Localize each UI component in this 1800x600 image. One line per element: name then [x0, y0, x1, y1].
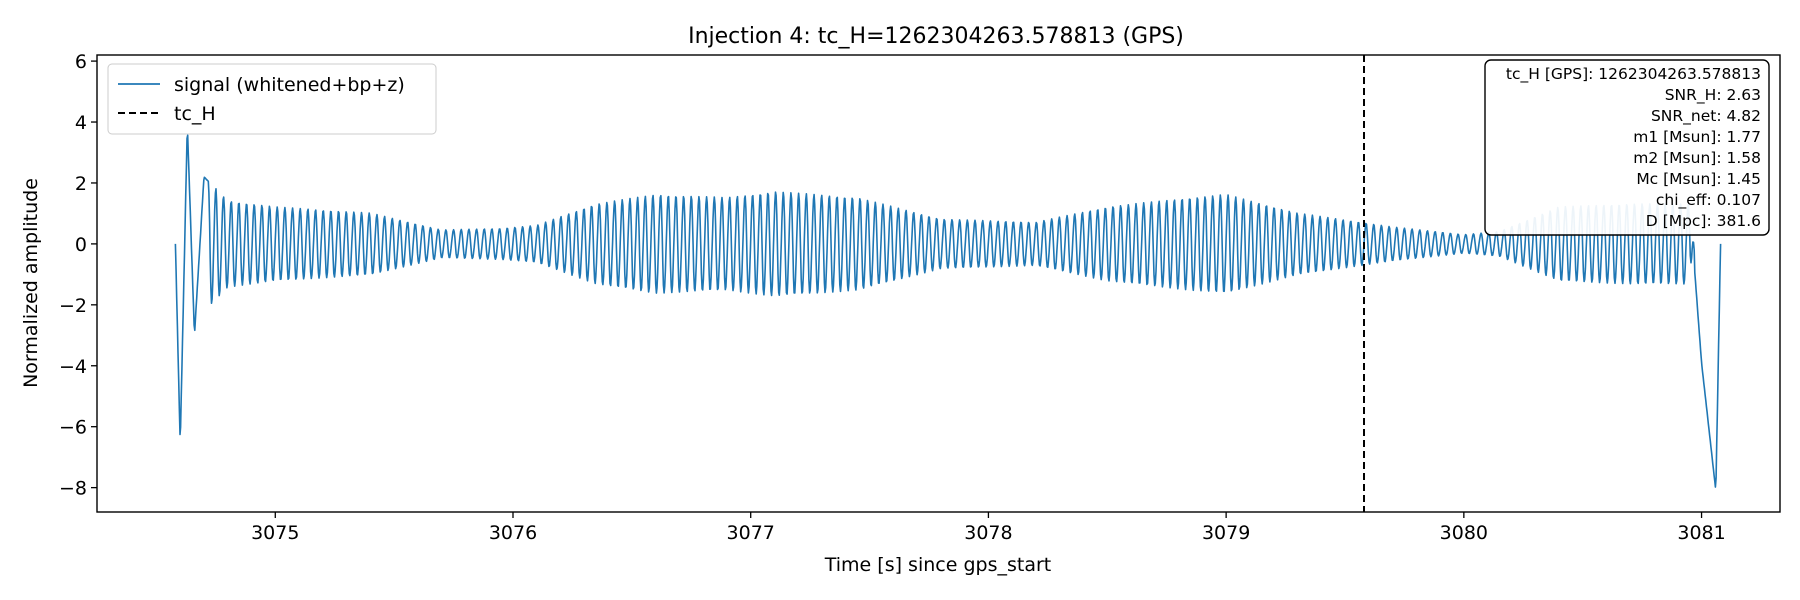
y-axis-label: Normalized amplitude: [20, 178, 42, 388]
y-tick-label: −4: [59, 356, 87, 378]
annotation-line: tc_H [GPS]: 1262304263.578813: [1506, 65, 1761, 84]
annotation-line: chi_eff: 0.107: [1656, 191, 1761, 210]
x-tick-label: 3076: [489, 522, 537, 544]
annotation-line: SNR_net: 4.82: [1651, 107, 1761, 126]
x-tick-label: 3079: [1202, 522, 1250, 544]
annotation-box: tc_H [GPS]: 1262304263.578813 SNR_H: 2.6…: [1484, 59, 1770, 236]
y-tick-label: −8: [59, 478, 87, 500]
y-tick-label: −6: [59, 417, 87, 439]
annotation-line: m2 [Msun]: 1.58: [1633, 149, 1761, 167]
annotation-frame: [1484, 59, 1770, 236]
legend: signal (whitened+bp+z) tc_H: [107, 63, 437, 135]
x-axis-ticks: 3075 3076 3077 3078 3079 3080 3081: [251, 512, 1726, 544]
legend-signal-label: signal (whitened+bp+z): [174, 74, 405, 96]
series-layer: [174, 55, 1722, 512]
annotation-line: D [Mpc]: 381.6: [1646, 212, 1761, 230]
annotation-line: m1 [Msun]: 1.77: [1633, 128, 1761, 146]
x-tick-label: 3075: [251, 522, 299, 544]
y-tick-label: 4: [75, 112, 87, 134]
x-tick-label: 3078: [964, 522, 1012, 544]
y-tick-label: −2: [59, 295, 87, 317]
x-tick-label: 3077: [727, 522, 775, 544]
y-tick-label: 0: [75, 234, 87, 256]
y-tick-label: 2: [75, 173, 87, 195]
plot-frame: [96, 54, 1781, 513]
signal-series-line: [174, 134, 1722, 488]
x-tick-label: 3081: [1677, 522, 1725, 544]
annotation-line: Mc [Msun]: 1.45: [1636, 170, 1761, 188]
chart-title: Injection 4: tc_H=1262304263.578813 (GPS…: [688, 24, 1184, 49]
x-tick-label: 3080: [1440, 522, 1488, 544]
legend-box: [107, 63, 437, 135]
y-axis-ticks: 6 4 2 0 −2 −4 −6 −8: [59, 51, 97, 500]
y-tick-label: 6: [75, 51, 87, 73]
plot-area: 3075 3076 3077 3078 3079 3080 3081 6 4 2 0 −2 −4 −6 −…: [59, 51, 1781, 544]
legend-tc-label: tc_H: [174, 103, 216, 125]
x-axis-label: Time [s] since gps_start: [824, 554, 1051, 576]
annotation-line: SNR_H: 2.63: [1665, 86, 1761, 105]
